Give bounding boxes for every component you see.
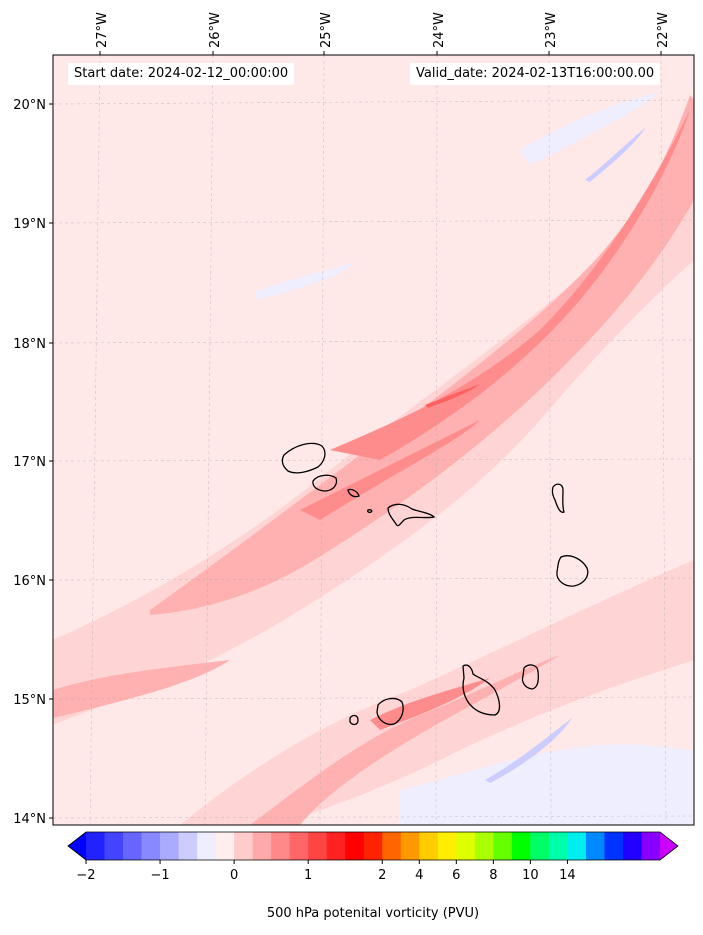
island-maio	[521, 664, 539, 690]
colorbar-tick-label: 2	[378, 868, 386, 883]
lat-tick-label: 18°N	[13, 337, 46, 352]
lat-tick-label: 20°N	[13, 98, 46, 113]
pv-red-streak	[425, 384, 480, 408]
colorbar-segment	[641, 832, 661, 860]
colorbar-title: 500 hPa potenital vorticity (PVU)	[266, 906, 480, 921]
colorbar-segment	[511, 832, 531, 860]
map-frame	[52, 54, 695, 826]
colorbar-segment	[160, 832, 179, 860]
colorbar-tick-label: 0	[230, 868, 238, 883]
lon-tick-label: 24°W	[432, 12, 447, 48]
island-santa-luzia	[347, 488, 360, 498]
lat-tick-label: 14°N	[13, 812, 46, 827]
island-fogo	[376, 697, 404, 726]
colorbar-tick-label: 14	[559, 868, 576, 883]
island-sao-nicolau	[387, 503, 436, 527]
island-santiago	[462, 664, 501, 716]
pv-light-blue-ne	[585, 128, 645, 182]
colorbar-tick-label: 8	[489, 868, 497, 883]
pv-pink-south-strip	[250, 655, 560, 825]
colorbar-segment	[604, 832, 624, 860]
island-raso	[367, 509, 373, 514]
island-sao-vicente	[312, 474, 338, 492]
lon-tick-label: 26°W	[208, 12, 223, 48]
lon-tick-label: 23°W	[544, 12, 559, 48]
colorbar-segment	[178, 832, 198, 860]
colorbar-tick-label: 6	[452, 868, 460, 883]
pv-pale-blue-nw	[255, 262, 355, 300]
island-sal	[551, 483, 565, 513]
colorbar-segment	[86, 832, 105, 860]
lon-tick-label: 22°W	[656, 12, 671, 48]
lon-tick-label: 25°W	[319, 12, 334, 48]
colorbar-segment	[252, 832, 272, 860]
colorbar-segment	[271, 832, 291, 860]
pv-pink-sw-strip	[53, 660, 230, 718]
lat-tick-label: 15°N	[13, 693, 46, 708]
lat-tick-marks	[49, 103, 53, 819]
colorbar-segment	[289, 832, 309, 860]
colorbar-segment	[345, 832, 365, 860]
colorbar-segment	[585, 832, 605, 860]
lon-tick-marks	[99, 51, 662, 55]
colorbar-segment	[141, 832, 161, 860]
colorbar-segment	[104, 832, 124, 860]
graticule	[53, 55, 694, 825]
island-boa-vista	[556, 555, 589, 587]
colorbar-segment	[215, 832, 235, 860]
colorbar-segment	[308, 832, 328, 860]
colorbar-tick-label: −1	[150, 868, 169, 883]
lat-tick-label: 16°N	[13, 574, 46, 589]
colorbar-tick-label: 10	[522, 868, 539, 883]
colorbar-segment	[363, 832, 383, 860]
colorbar-segment	[234, 832, 254, 860]
colorbar-segment	[419, 832, 439, 860]
colorbar-segment	[548, 832, 568, 860]
island-santo-antao	[281, 442, 326, 474]
lon-tick-label: 27°W	[95, 12, 110, 48]
colorbar-segment	[530, 832, 550, 860]
colorbar-segment	[326, 832, 346, 860]
pv-pale-blue-n	[520, 92, 660, 165]
colorbar-segment	[197, 832, 217, 860]
pv-light-blue-se	[485, 718, 572, 783]
island-brava	[349, 714, 359, 726]
colorbar: −2 −1 0 1 2 4 6 8 10 14	[67, 831, 679, 883]
colorbar-segment	[382, 832, 402, 860]
pv-rose-streak-2	[300, 420, 480, 520]
valid-date-label: Valid_date: 2024-02-13T16:00:00.00	[410, 63, 661, 85]
pv-pale-pink-south	[180, 560, 694, 825]
colorbar-tick-label: 1	[304, 868, 312, 883]
colorbar-extend-high	[660, 832, 678, 860]
colorbar-tick-label: −2	[76, 868, 95, 883]
colorbar-segment	[456, 832, 476, 860]
coastlines	[281, 442, 589, 726]
start-date-label: Start date: 2024-02-12_00:00:00	[68, 63, 295, 85]
colorbar-segment	[474, 832, 494, 860]
colorbar-segment	[123, 832, 142, 860]
lat-tick-label: 17°N	[13, 455, 46, 470]
pv-pale-blue-se	[400, 744, 694, 825]
colorbar-segment	[400, 832, 420, 860]
colorbar-tick-label: 4	[415, 868, 423, 883]
colorbar-segment	[567, 832, 587, 860]
colorbar-segment	[493, 832, 513, 860]
colorbar-segment	[437, 832, 457, 860]
lat-tick-label: 19°N	[13, 217, 46, 232]
colorbar-extend-low	[68, 832, 86, 860]
map-panel	[53, 55, 694, 825]
colorbar-segment	[622, 832, 642, 860]
pv-rose-streak-south	[370, 678, 490, 730]
